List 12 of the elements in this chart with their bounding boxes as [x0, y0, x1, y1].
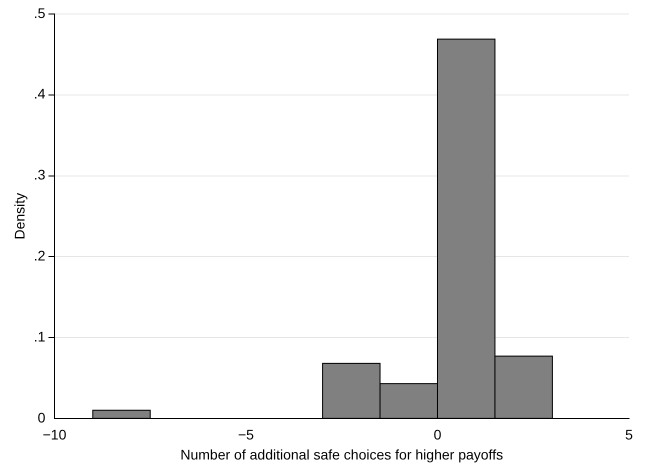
- y-tick-label: 0: [38, 409, 46, 426]
- y-tick-label: .2: [34, 248, 46, 264]
- y-tick-label: .4: [34, 86, 46, 102]
- y-tick-label: .5: [34, 4, 46, 21]
- x-tick-label: 5: [625, 426, 634, 443]
- x-tick-label: 0: [434, 426, 442, 443]
- x-tick-label: −10: [42, 426, 67, 443]
- y-axis-title: Density: [11, 192, 28, 240]
- x-axis-title: Number of additional safe choices for higher payoffs: [180, 446, 504, 462]
- y-tick-label: .3: [34, 166, 46, 183]
- x-tick-label: −5: [238, 426, 254, 443]
- y-tick-label: .1: [34, 328, 46, 344]
